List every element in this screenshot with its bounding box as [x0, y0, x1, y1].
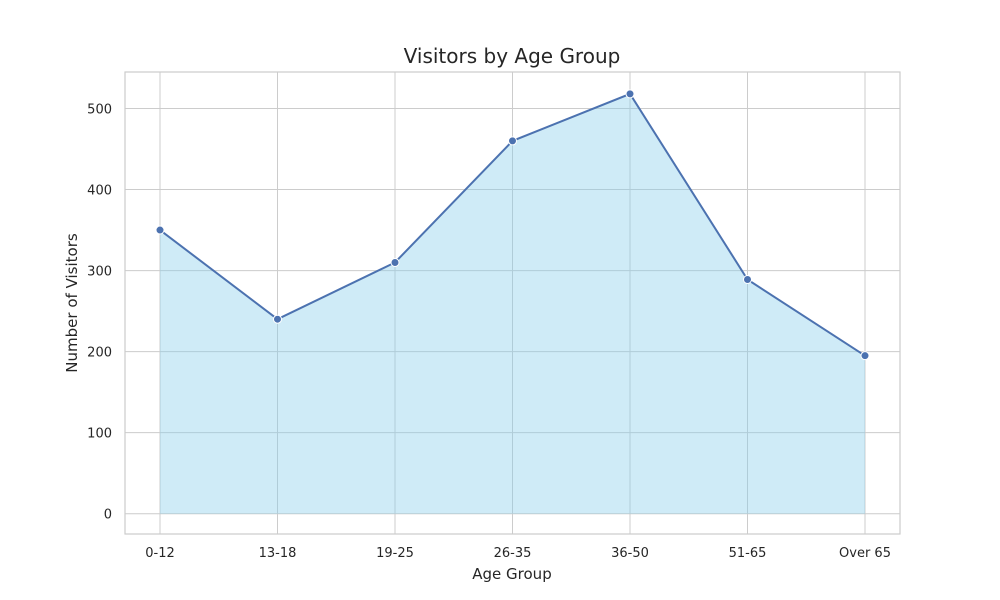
x-tick-label: 0-12: [145, 546, 175, 561]
x-axis-label: Age Group: [472, 565, 551, 583]
area-fill: [160, 93, 865, 514]
y-axis-label: Number of Visitors: [63, 233, 81, 373]
x-tick-labels: 0-12 13-18 19-25 26-35 36-50 51-65 Over 65: [145, 546, 891, 561]
data-point-13-18: [273, 314, 282, 324]
data-point-19-25: [390, 257, 400, 267]
data-point-51-65: [743, 274, 752, 284]
data-point-26-35: [508, 136, 517, 146]
x-tick-label: 51-65: [729, 546, 767, 561]
x-tick-label: 26-35: [494, 546, 532, 561]
y-tick-label: 0: [104, 508, 112, 523]
y-tick-label: 200: [87, 346, 112, 361]
y-tick-label: 300: [87, 265, 112, 280]
plot-frame: [124, 71, 901, 535]
x-tick-label: 13-18: [259, 546, 297, 561]
grid-lines: [125, 72, 900, 534]
y-tick-label: 100: [87, 427, 112, 442]
y-tick-labels: 0 100 200 300 400 500: [87, 102, 112, 522]
y-tick-label: 400: [87, 184, 112, 199]
data-point-0-12: [155, 225, 165, 235]
y-tick-label: 500: [87, 102, 112, 117]
x-tick-label: 19-25: [376, 546, 414, 561]
x-tick-label: 36-50: [611, 546, 649, 561]
data-point-36-50: [625, 89, 635, 99]
x-tick-label: Over 65: [839, 546, 891, 561]
chart-title: Visitors by Age Group: [404, 44, 621, 68]
data-point-over-65: [860, 351, 870, 361]
area-series: [159, 92, 866, 514]
markers: [155, 89, 870, 361]
